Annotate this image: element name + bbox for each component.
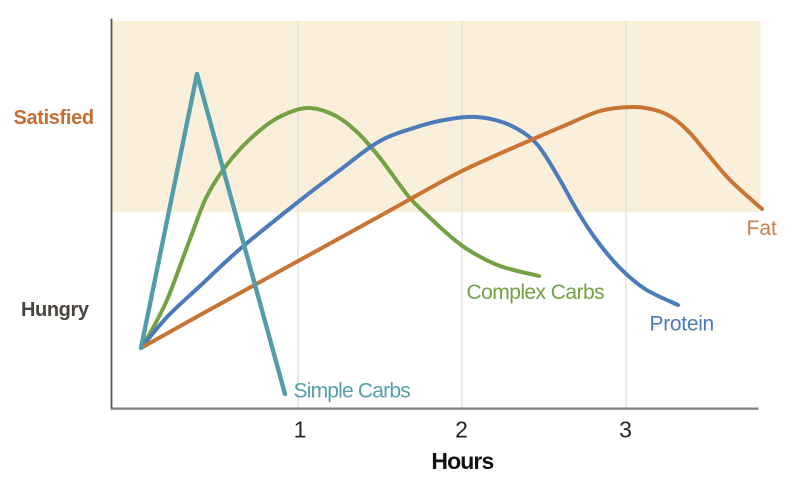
- svg-text:Hungry: Hungry: [21, 299, 90, 321]
- svg-text:Protein: Protein: [650, 313, 714, 336]
- svg-text:1: 1: [294, 417, 307, 443]
- svg-text:Simple Carbs: Simple Carbs: [294, 380, 411, 403]
- svg-text:3: 3: [619, 417, 632, 443]
- svg-text:Satisfied: Satisfied: [14, 107, 94, 129]
- svg-text:Hours: Hours: [431, 448, 493, 474]
- svg-text:Complex Carbs: Complex Carbs: [467, 281, 605, 304]
- svg-text:2: 2: [455, 417, 468, 443]
- svg-text:Fat: Fat: [747, 217, 778, 240]
